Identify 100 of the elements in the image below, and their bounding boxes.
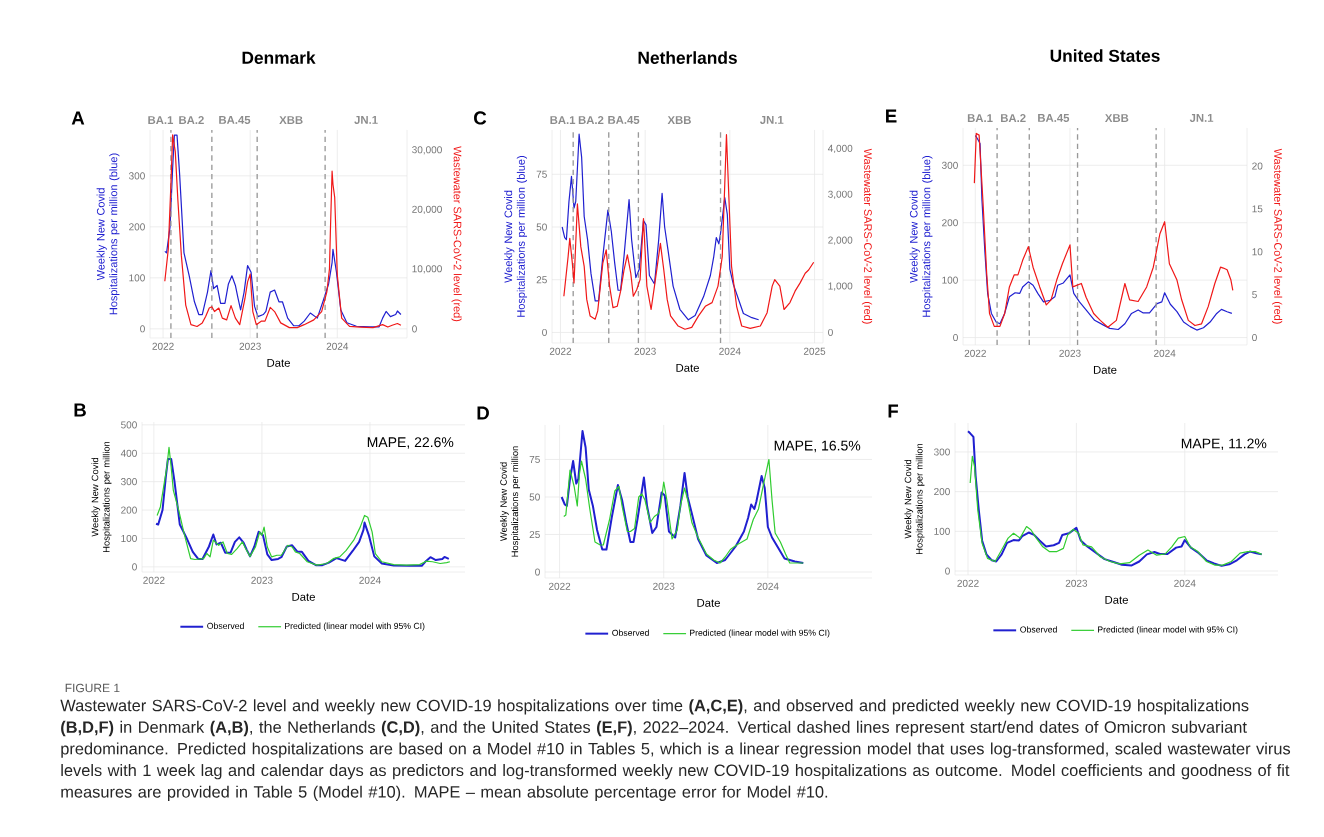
text: BA.2 <box>578 116 604 124</box>
y-tick-label: 75 <box>529 456 540 463</box>
text: JN.1 <box>759 116 784 124</box>
chart-title: Denmark <box>242 51 316 64</box>
legend-label: Observed <box>612 629 649 636</box>
y-tick-label: 300 <box>120 478 137 486</box>
x-tick-label: 2023 <box>653 582 675 590</box>
y2-axis-title: Wastewater SARS-CoV-2 level (red) <box>451 146 462 322</box>
text: BA.2 <box>1001 114 1026 122</box>
y-tick-label: 400 <box>120 449 137 457</box>
y2-tick-label: 10,000 <box>412 265 442 274</box>
y2-tick-label: 20,000 <box>412 205 442 214</box>
text: BA.45 <box>1038 114 1070 122</box>
x-tick-label: 2024 <box>719 347 741 355</box>
y-tick-label: 100 <box>942 276 958 284</box>
x-axis-title: Date <box>697 598 720 607</box>
x-tick-label: 2023 <box>634 347 656 355</box>
line-series <box>563 134 815 330</box>
text: BA.45 <box>219 116 251 124</box>
y2-tick-label: 20 <box>1252 162 1263 170</box>
y-tick-label: 50 <box>529 493 540 501</box>
x-tick-label: 2022 <box>549 347 572 355</box>
y-tick-label: 0 <box>953 333 958 342</box>
annotation: MAPE, 11.2% <box>1181 438 1267 451</box>
x-axis-title: Date <box>1105 595 1128 604</box>
y-tick-label: 200 <box>934 488 950 496</box>
caption: FIGURE 1 <box>65 683 120 693</box>
text: B <box>74 403 86 417</box>
y-tick-label: 100 <box>934 527 950 535</box>
text: Wastewater SARS-CoV-2 level and weekly new COVID-19 hospitalizations over time (A,C,E), and observed and predicted weekly new COVID-19 hospitalizations (B,D,F) in Denmark (A,B), the Netherlands (C,D), and the United States (E,F), 2022–2024. Vertical dashed lines represent start/end dates of Omicron subvariant predominance. Predicted hospitalizations are based on a Model #10 in Tables 5, which is a linear regression model that uses log-transformed, scaled wastewater virus levels with 1 week lag and calendar days as predictors and log-transformed weekly new COVID-19 hospitalizations as outcome. Model coefficients and goodness of fit measures are provided in Table 5 (Model #10). MAPE – mean absolute percentage error for Model #10. <box>60 699 1291 801</box>
chart-title: Netherlands <box>638 51 737 64</box>
text: BA.2 <box>179 116 204 124</box>
y-tick-label: 0 <box>535 568 540 576</box>
y-axis-title: Weekly New Covid Hospitalizations per million (blue) <box>504 156 528 317</box>
y-tick-label: 0 <box>140 325 145 333</box>
text: E <box>886 109 897 123</box>
legend-label: Observed <box>207 622 244 629</box>
legend-label: Observed <box>1020 626 1057 633</box>
legend-label: Predicted (linear model with 95% CI) <box>285 622 425 631</box>
x-axis-title: Date <box>267 358 290 367</box>
text: JN.1 <box>1189 114 1214 122</box>
x-tick-label: 2023 <box>1065 579 1088 587</box>
x-axis-title: Date <box>1093 365 1117 374</box>
y-tick-label: 200 <box>942 219 958 227</box>
x-tick-label: 2022 <box>964 349 986 357</box>
y2-tick-label: 15 <box>1252 205 1263 213</box>
x-tick-label: 2022 <box>152 342 174 350</box>
y-tick-label: 500 <box>121 421 137 429</box>
x-tick-label: 2024 <box>1174 579 1196 587</box>
text: F <box>888 404 899 418</box>
legend-label: Predicted (linear model with 95% CI) <box>690 629 830 638</box>
y2-tick-label: 30,000 <box>412 146 442 155</box>
chart-title: United States <box>1050 49 1160 62</box>
text: BA.45 <box>608 116 640 124</box>
y2-tick-label: 5 <box>1252 291 1257 299</box>
y2-tick-label: 2,000 <box>828 236 853 245</box>
y-tick-label: 0 <box>542 328 547 336</box>
y-tick-label: 300 <box>933 448 950 456</box>
y-tick-label: 100 <box>121 534 137 543</box>
x-tick-label: 2024 <box>359 576 381 584</box>
x-tick-label: 2024 <box>757 582 779 590</box>
annotation: MAPE, 22.6% <box>367 437 454 449</box>
x-tick-label: 2022 <box>143 576 165 584</box>
y-axis-title: Weekly New Covid Hospitalizations per million <box>91 441 112 552</box>
legend-label: Predicted (linear model with 95% CI) <box>1098 626 1238 635</box>
text: XBB <box>1104 114 1129 122</box>
y-tick-label: 75 <box>536 170 547 178</box>
x-tick-label: 2025 <box>803 347 826 355</box>
x-tick-label: 2023 <box>251 576 273 584</box>
text: XBB <box>279 116 303 124</box>
x-tick-label: 2024 <box>326 342 349 350</box>
x-tick-label: 2022 <box>957 579 979 587</box>
y-tick-label: 25 <box>529 530 540 539</box>
y2-axis-title: Wastewater SARS-CoV-2 level (red) <box>1272 148 1283 324</box>
y2-tick-label: 4,000 <box>827 144 853 154</box>
text: BA.1 <box>550 116 576 124</box>
y2-tick-label: 0 <box>1252 333 1257 342</box>
y-axis-title: Weekly New Covid Hospitalizations per million <box>499 446 521 557</box>
y2-tick-label: 0 <box>412 325 417 333</box>
y-tick-label: 200 <box>129 223 145 231</box>
line-series <box>969 455 1263 566</box>
y2-tick-label: 1,000 <box>828 282 853 291</box>
y-tick-label: 25 <box>536 276 547 284</box>
y-tick-label: 300 <box>941 161 958 169</box>
text: C <box>474 111 487 125</box>
x-tick-label: 2022 <box>548 582 571 590</box>
y-axis-title: Weekly New Covid Hospitalizations per million (blue) <box>909 156 933 317</box>
x-axis-title: Date <box>676 363 699 372</box>
y-tick-label: 100 <box>129 274 145 282</box>
text: JN.1 <box>354 116 378 124</box>
y-axis-title: Weekly New Covid Hospitalizations per million <box>904 443 925 554</box>
y2-tick-label: 3,000 <box>828 190 853 199</box>
text: XBB <box>667 116 691 124</box>
y-tick-label: 300 <box>128 172 145 180</box>
x-tick-label: 2023 <box>1059 349 1081 357</box>
text: D <box>477 406 489 420</box>
y-tick-label: 0 <box>132 563 137 571</box>
y2-tick-label: 10 <box>1252 248 1263 256</box>
y-axis-title: Weekly New Covid Hospitalizations per million (blue) <box>96 153 120 315</box>
text: BA.1 <box>148 116 174 124</box>
